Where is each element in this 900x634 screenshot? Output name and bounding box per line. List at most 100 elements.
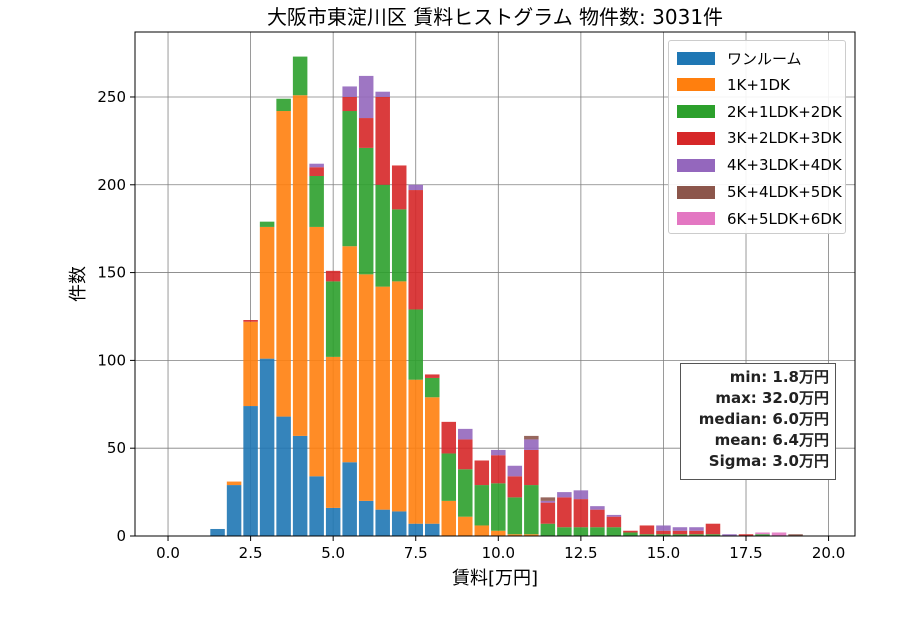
bar-segment-0 (358, 500, 374, 536)
bar-segment-4 (656, 525, 671, 531)
bar-segment-2 (342, 111, 357, 247)
bar-segment-1 (259, 226, 275, 359)
bar-segment-0 (391, 511, 407, 536)
x-tick-label: 10.0 (482, 544, 515, 562)
bar-segment-3 (424, 374, 440, 378)
bar-segment-3 (705, 523, 721, 535)
legend-item: 6K+5LDK+6DK (677, 209, 842, 229)
bar-segment-4 (540, 500, 556, 503)
x-tick-label: 17.5 (729, 544, 762, 562)
bar-segment-1 (507, 534, 523, 536)
bar-segment-2 (689, 534, 704, 536)
bar-segment-4 (458, 428, 473, 440)
bar-segment-1 (524, 534, 539, 536)
bar-segment-2 (441, 453, 457, 501)
bar-segment-4 (309, 163, 324, 168)
bar-segment-1 (309, 226, 324, 477)
bar-segment-4 (358, 75, 374, 119)
bar-segment-3 (540, 502, 556, 524)
bar-segment-6 (755, 532, 770, 535)
bar-segment-0 (210, 528, 225, 536)
bar-segment-3 (474, 460, 490, 486)
legend-label: 1K+1DK (727, 75, 790, 94)
bar-segment-3 (342, 96, 357, 112)
bar-segment-3 (656, 530, 671, 535)
bar-segment-2 (391, 209, 407, 282)
bar-segment-3 (243, 320, 258, 322)
bar-segment-3 (590, 509, 605, 528)
legend-label: ワンルーム (727, 49, 802, 68)
bar-segment-2 (458, 469, 473, 517)
bar-segment-0 (325, 507, 341, 536)
bar-segment-3 (557, 497, 572, 528)
bar-segment-4 (557, 492, 572, 498)
legend-item: ワンルーム (677, 48, 802, 68)
x-tick-label: 7.5 (404, 544, 428, 562)
bar-segment-3 (375, 96, 390, 185)
y-axis-ticks: 0 50 100 150 200 250 (97, 88, 135, 545)
bar-segment-5 (540, 497, 556, 501)
bar-segment-2 (491, 483, 506, 531)
legend-item: 2K+1LDK+2DK (677, 102, 842, 122)
y-tick-label: 50 (107, 439, 126, 457)
bar-segment-2 (557, 527, 572, 536)
y-tick-label: 200 (97, 176, 126, 194)
bar-segment-4 (689, 527, 704, 531)
bar-segment-1 (358, 274, 374, 501)
legend-swatch (677, 131, 715, 145)
x-tick-label: 0.0 (156, 544, 180, 562)
bar-segment-0 (375, 509, 390, 536)
stats-box: min: 1.8万円 max: 32.0万円 median: 6.0万円 mea… (680, 363, 836, 480)
bar-segment-1 (491, 530, 506, 536)
bar-segment-3 (672, 530, 688, 535)
bar-segment-3 (573, 499, 589, 528)
bar-segment-1 (375, 286, 390, 510)
bar-segment-3 (309, 167, 324, 176)
legend-item: 3K+2LDK+3DK (677, 128, 842, 148)
x-tick-label: 12.5 (564, 544, 597, 562)
bar-segment-4 (375, 91, 390, 97)
bar-segment-3 (639, 525, 655, 535)
bar-segment-2 (259, 221, 275, 227)
bar-segment-3 (524, 449, 539, 486)
plot-frame (134, 31, 856, 537)
stat-max: max: 32.0万円 (715, 389, 829, 407)
legend-swatch (677, 158, 715, 172)
bar-segment-3 (623, 530, 638, 533)
bar-segment-1 (474, 525, 490, 536)
bar-segment-4 (573, 490, 589, 500)
legend-item: 5K+4LDK+5DK (677, 182, 842, 202)
bar-segment-4 (590, 506, 605, 510)
y-tick-label: 100 (97, 351, 126, 369)
bar-segment-3 (491, 455, 506, 484)
bar-segment-3 (325, 270, 341, 282)
bar-segment-2 (540, 523, 556, 536)
bar-segment-4 (342, 86, 357, 97)
y-tick-label: 0 (116, 527, 126, 545)
legend-label: 4K+3LDK+4DK (727, 156, 842, 175)
bar-segment-2 (292, 56, 308, 96)
bar-segment-4 (408, 184, 423, 191)
stat-sigma: Sigma: 3.0万円 (708, 452, 829, 470)
x-tick-label: 20.0 (812, 544, 845, 562)
x-tick-label: 5.0 (321, 544, 345, 562)
bar-segment-4 (491, 449, 506, 456)
bar-segment-2 (590, 527, 605, 536)
bar-segment-1 (391, 281, 407, 512)
bar-segment-2 (474, 485, 490, 526)
bar-segment-1 (342, 246, 357, 463)
bar-segment-1 (408, 379, 423, 524)
legend-label: 5K+4LDK+5DK (727, 183, 842, 201)
bar-segment-3 (358, 118, 374, 148)
bar-segment-5 (524, 435, 539, 440)
legend-swatch (677, 51, 715, 65)
bar-segment-2 (639, 534, 655, 536)
bar-segment-1 (243, 321, 258, 407)
bar-segment-2 (705, 534, 721, 536)
bar-segment-2 (606, 527, 622, 536)
legend-swatch (677, 185, 715, 199)
legend-item: 4K+3LDK+4DK (677, 155, 842, 175)
bar-segment-3 (441, 421, 457, 454)
bar-segment-2 (358, 147, 374, 275)
